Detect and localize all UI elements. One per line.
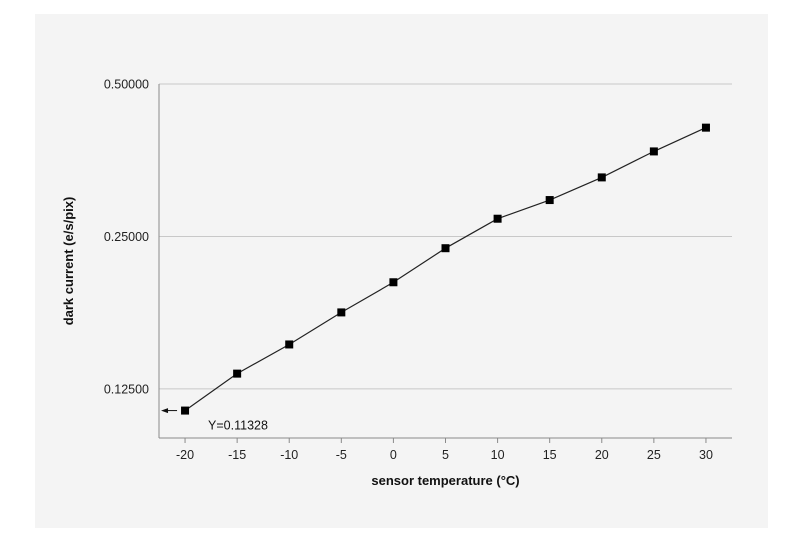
y-axis-title: dark current (e/s/pix) <box>61 197 76 326</box>
x-tick-label: 20 <box>595 448 609 462</box>
chart-panel: 0.12500 0.25000 0.50000 -20 -15 -10 -5 0 5 10 15 2… <box>35 14 768 528</box>
x-tick-label: 10 <box>491 448 505 462</box>
x-tick-label: 15 <box>543 448 557 462</box>
data-point <box>441 244 450 253</box>
x-tick-label: 30 <box>699 448 713 462</box>
data-point <box>649 147 658 156</box>
data-point <box>545 196 554 205</box>
x-tick-labels: -20 -15 -10 -5 0 5 10 15 20 25 30 <box>176 448 713 462</box>
data-point <box>389 278 398 287</box>
x-tick-label: -10 <box>280 448 298 462</box>
data-point <box>701 123 710 132</box>
y-tick-label: 0.50000 <box>104 78 149 92</box>
data-point <box>233 369 242 378</box>
series-line <box>184 127 707 412</box>
x-tick-label: -5 <box>336 448 347 462</box>
x-tick-label: 25 <box>647 448 661 462</box>
annotation-arrow-head <box>161 408 169 414</box>
chart-svg: 0.12500 0.25000 0.50000 -20 -15 -10 -5 0 5 10 15 2… <box>61 78 732 488</box>
y-tick-label: 0.12500 <box>104 382 149 396</box>
x-tick-label: 0 <box>390 448 397 462</box>
annotation-label: Y=0.11328 <box>208 419 268 433</box>
x-axis-title: sensor temperature (°C) <box>371 473 519 488</box>
data-point <box>181 406 190 415</box>
data-point <box>597 173 606 182</box>
x-tick-label: -20 <box>176 448 194 462</box>
y-tick-label: 0.25000 <box>104 230 149 244</box>
data-point <box>337 308 346 317</box>
x-tick-label: -15 <box>228 448 246 462</box>
y-tick-labels: 0.12500 0.25000 0.50000 <box>104 78 149 397</box>
data-point <box>285 340 294 349</box>
grid-lines <box>159 83 732 390</box>
data-series <box>181 123 710 415</box>
data-point <box>493 214 502 223</box>
axes <box>158 84 732 443</box>
x-tick-label: 5 <box>442 448 449 462</box>
annotation: Y=0.11328 <box>161 408 268 433</box>
